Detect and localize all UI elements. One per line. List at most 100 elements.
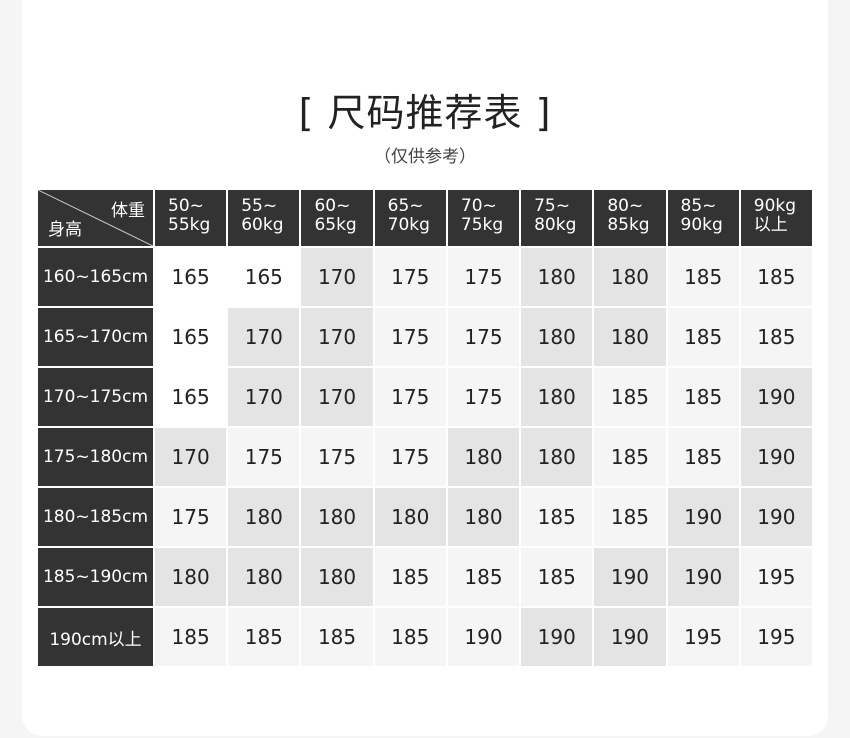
table-cell: 185 bbox=[667, 248, 739, 306]
table-cell: 185 bbox=[740, 308, 812, 366]
table-cell: 175 bbox=[374, 248, 446, 306]
table-cell: 190 bbox=[667, 548, 739, 606]
column-header: 70~ 75kg bbox=[447, 190, 520, 246]
size-table: 体重 身高 50~ 55kg 55~ 60kg 60~ 65kg 65~ 70kg 70~ 75k… bbox=[38, 190, 812, 666]
table-cell: 165 bbox=[155, 248, 227, 306]
column-header-line: 55kg bbox=[168, 215, 211, 235]
column-header-line: 90kg bbox=[753, 196, 797, 216]
table-cell: 170 bbox=[301, 308, 373, 366]
row-header: 170~175cm bbox=[38, 368, 153, 426]
table-cell: 190 bbox=[594, 548, 666, 606]
table-cell: 175 bbox=[228, 428, 300, 486]
corner-header: 体重 身高 bbox=[38, 190, 153, 246]
table-cell: 195 bbox=[740, 608, 812, 666]
table-cell: 180 bbox=[447, 428, 520, 486]
column-header-line: 60~ bbox=[314, 196, 351, 216]
table-cell: 180 bbox=[155, 548, 227, 606]
table-cell: 185 bbox=[667, 368, 739, 426]
column-header-line: 65~ bbox=[387, 196, 424, 216]
column-header: 80~ 85kg bbox=[594, 190, 666, 246]
table-cell: 185 bbox=[594, 428, 666, 486]
column-header-line: 50~ bbox=[168, 196, 204, 216]
table-cell: 185 bbox=[667, 308, 739, 366]
table-cell: 180 bbox=[521, 368, 593, 426]
column-header-line: 75~ bbox=[534, 196, 570, 216]
column-header: 75~ 80kg bbox=[521, 190, 593, 246]
table-cell: 195 bbox=[740, 548, 812, 606]
table-cell: 175 bbox=[447, 308, 520, 366]
table-cell: 175 bbox=[301, 428, 373, 486]
table-cell: 190 bbox=[594, 608, 666, 666]
column-header-line: 以上 bbox=[753, 215, 788, 235]
table-cell: 175 bbox=[447, 248, 520, 306]
table-cell: 180 bbox=[521, 248, 593, 306]
column-header-line: 55~ bbox=[241, 196, 278, 216]
table-cell: 190 bbox=[521, 608, 593, 666]
row-header: 175~180cm bbox=[38, 428, 153, 486]
table-cell: 170 bbox=[228, 308, 300, 366]
column-header-line: 70kg bbox=[387, 215, 430, 235]
page-subtitle: （仅供参考） bbox=[374, 147, 476, 167]
table-cell: 170 bbox=[301, 248, 373, 306]
column-header-line: 60kg bbox=[241, 215, 284, 235]
table-cell: 180 bbox=[228, 488, 300, 546]
table-cell: 175 bbox=[374, 308, 446, 366]
table-cell: 175 bbox=[447, 368, 520, 426]
column-header-line: 85kg bbox=[607, 215, 650, 235]
column-header: 60~ 65kg bbox=[301, 190, 373, 246]
table-cell: 170 bbox=[228, 368, 300, 426]
column-header-line: 85~ bbox=[680, 196, 717, 216]
weight-label: 体重 bbox=[111, 201, 145, 221]
table-cell: 180 bbox=[594, 248, 666, 306]
page-title: [ 尺码推荐表 ] bbox=[298, 91, 552, 135]
column-header: 50~ 55kg bbox=[155, 190, 227, 246]
table-cell: 190 bbox=[740, 368, 812, 426]
table-cell: 180 bbox=[447, 488, 520, 546]
table-cell: 195 bbox=[667, 608, 739, 666]
column-header: 65~ 70kg bbox=[374, 190, 446, 246]
table-cell: 185 bbox=[155, 608, 227, 666]
column-header: 85~ 90kg bbox=[667, 190, 739, 246]
column-header: 55~ 60kg bbox=[228, 190, 300, 246]
table-cell: 185 bbox=[228, 608, 300, 666]
row-header: 185~190cm bbox=[38, 548, 153, 606]
table-cell: 180 bbox=[374, 488, 446, 546]
row-header: 190cm以上 bbox=[38, 608, 153, 666]
table-cell: 170 bbox=[301, 368, 373, 426]
table-cell: 175 bbox=[374, 368, 446, 426]
table-cell: 165 bbox=[155, 368, 227, 426]
row-header: 165~170cm bbox=[38, 308, 153, 366]
table-cell: 175 bbox=[155, 488, 227, 546]
table-cell: 175 bbox=[374, 428, 446, 486]
table-cell: 185 bbox=[447, 548, 520, 606]
table-cell: 180 bbox=[521, 428, 593, 486]
table-cell: 180 bbox=[301, 548, 373, 606]
diagonal-divider-icon bbox=[38, 190, 153, 246]
table-cell: 185 bbox=[521, 488, 593, 546]
table-cell: 190 bbox=[667, 488, 739, 546]
column-header-line: 70~ bbox=[460, 196, 497, 216]
column-header-line: 90kg bbox=[680, 215, 723, 235]
table-cell: 185 bbox=[374, 608, 446, 666]
column-header-line: 80kg bbox=[534, 215, 577, 235]
table-cell: 165 bbox=[155, 308, 227, 366]
column-header-line: 80~ bbox=[607, 196, 644, 216]
table-cell: 180 bbox=[521, 308, 593, 366]
row-header: 180~185cm bbox=[38, 488, 153, 546]
table-cell: 185 bbox=[740, 248, 812, 306]
table-cell: 185 bbox=[594, 488, 666, 546]
height-label: 身高 bbox=[48, 220, 82, 240]
row-header: 160~165cm bbox=[38, 248, 153, 306]
table-cell: 185 bbox=[374, 548, 446, 606]
table-cell: 190 bbox=[447, 608, 520, 666]
column-header: 90kg 以上 bbox=[740, 190, 812, 246]
table-cell: 180 bbox=[228, 548, 300, 606]
table-cell: 185 bbox=[301, 608, 373, 666]
table-cell: 190 bbox=[740, 488, 812, 546]
table-cell: 170 bbox=[155, 428, 227, 486]
column-header-line: 65kg bbox=[314, 215, 357, 235]
table-cell: 185 bbox=[667, 428, 739, 486]
table-cell: 185 bbox=[594, 368, 666, 426]
table-cell: 180 bbox=[301, 488, 373, 546]
table-cell: 185 bbox=[521, 548, 593, 606]
